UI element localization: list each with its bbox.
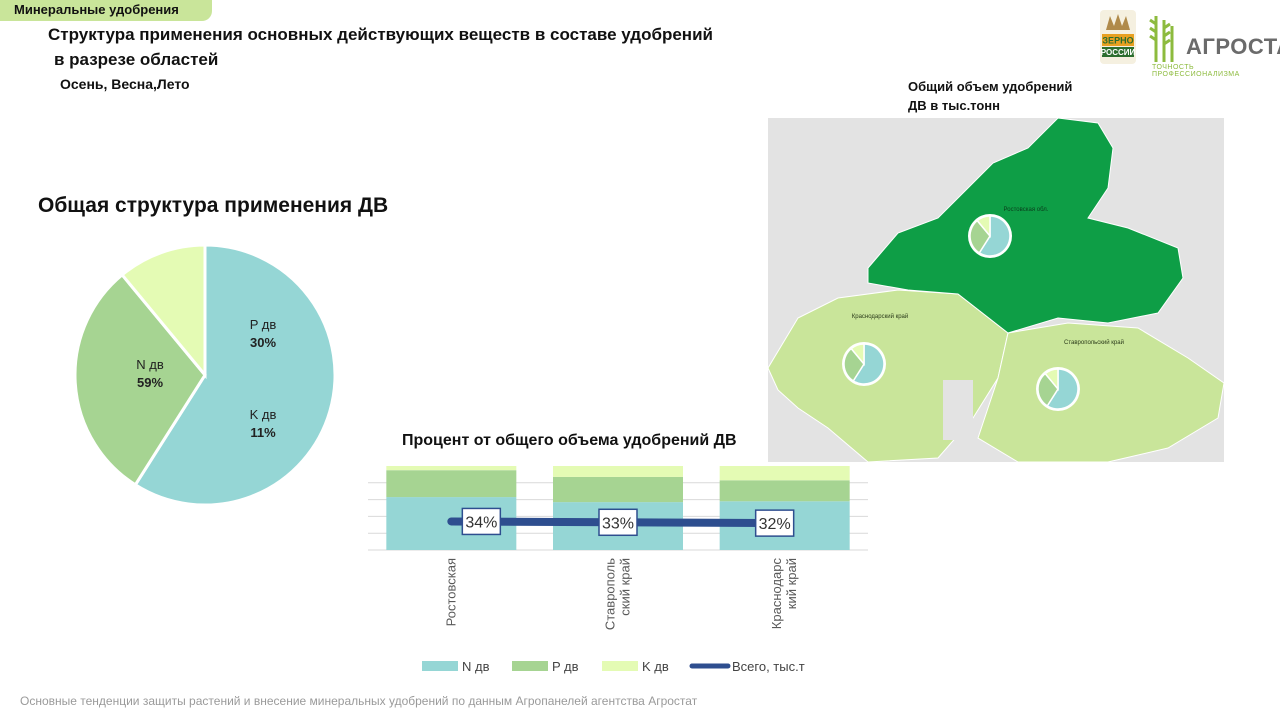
mini-pie-2-slice-2 — [843, 347, 865, 382]
bar-3-2 — [719, 480, 850, 502]
pie-label-value-1: 59% — [137, 375, 163, 390]
line-data-label-box-2 — [598, 508, 638, 537]
page-title-line2: в разрезе областей — [54, 50, 219, 69]
x-tick-label-3-2: кий край — [784, 558, 799, 609]
pie-label-name-1: N дв — [136, 357, 164, 372]
bar-1-3 — [386, 466, 517, 471]
pie-label-value-3: 11% — [250, 425, 276, 440]
mini-pie-1-slice-1 — [978, 215, 1011, 257]
legend-swatch-3 — [602, 661, 638, 671]
zerno-line2: РОССИИ — [1101, 48, 1136, 57]
map-region-stavropol — [977, 322, 1224, 462]
pie-slice-1 — [133, 243, 337, 507]
page-title: Структура применения основных действующи… — [48, 25, 713, 44]
mini-pie-3-slice-1 — [1046, 368, 1079, 410]
line-data-label-box-3 — [754, 509, 795, 537]
brand-tagline: ТОЧНОСТЬ ПРОФЕССИОНАЛИЗМА — [1152, 64, 1240, 78]
pie-slice-2 — [73, 272, 207, 487]
map-title: Общий объем удобрений ДВ в тыс.тонн — [908, 79, 1073, 113]
bar-chart-title: Процент от общего объема удобрений ДВ — [402, 432, 737, 449]
page-subtitle: Осень, Весна,Лето — [60, 76, 190, 92]
mini-pie-2-slice-3 — [850, 343, 865, 367]
legend-label-3: K дв — [642, 659, 669, 674]
x-tick-label-3-1: Краснодарс — [769, 558, 784, 630]
line-data-label-2: 33% — [602, 515, 634, 532]
x-tick-label-2-2: ский край — [618, 558, 633, 616]
map-region-rostov — [867, 118, 1184, 334]
map-label-rostov: Ростовская обл. — [1004, 207, 1049, 213]
mini-pie-3-slice-2 — [1037, 372, 1059, 407]
zerno-rossii-logo: ЗЕРНО РОССИИ — [1100, 10, 1136, 64]
zerno-line1: ЗЕРНО — [1102, 36, 1133, 46]
pie-label-value-2: 30% — [250, 335, 276, 350]
x-tick-label-2-1: Ставрополь — [603, 558, 618, 630]
legend-swatch-2 — [512, 661, 548, 671]
line-data-label-3: 32% — [759, 516, 791, 533]
legend-label-1: N дв — [462, 659, 490, 674]
bar-2-3 — [553, 466, 683, 477]
bar-2-2 — [553, 476, 683, 503]
line-data-label-1: 34% — [465, 514, 497, 531]
map-lake — [943, 380, 973, 440]
map-label-krasnodar: Краснодарский край — [852, 313, 909, 320]
legend-label-2: P дв — [552, 659, 579, 674]
logo-graphic: ЗЕРНО РОССИИ — [1100, 10, 1174, 64]
pie-label-name-2: P дв — [250, 317, 277, 332]
legend-swatch-1 — [422, 661, 458, 671]
line-data-label-box-1 — [461, 507, 502, 536]
mini-pie-1-slice-2 — [969, 219, 991, 254]
legend-label-4: Всего, тыс.т — [732, 659, 805, 674]
section-tag: Минеральные удобрения — [0, 0, 212, 21]
pie-label-name-3: K дв — [250, 407, 277, 422]
mini-pie-1-slice-3 — [976, 215, 991, 239]
footer-note: Основные тенденции защиты растений и вне… — [20, 694, 698, 708]
bar-chart: Ростовская Ставрополь ский край Краснодарс к… — [368, 466, 868, 674]
pie-chart-title: Общая структура применения ДВ — [38, 194, 389, 217]
mini-pie-2-slice-1 — [852, 343, 885, 385]
region-map: Ростовская обл. Краснодарский край Ставр… — [768, 118, 1224, 462]
map-label-stavropol: Ставропольский край — [1064, 339, 1124, 346]
wheat-icon — [1149, 16, 1174, 62]
mini-pie-3-slice-3 — [1044, 368, 1059, 392]
map-mini-pies — [842, 214, 1080, 411]
bar-3-3 — [719, 466, 850, 481]
brand-name: АГРОСТАТ — [1186, 34, 1280, 59]
pie-chart: N дв 59% P дв 30% K дв 11% — [73, 243, 337, 507]
x-tick-label-1-1: Ростовская — [443, 558, 458, 626]
pie-slice-3 — [120, 243, 207, 380]
bar-1-2 — [386, 470, 517, 498]
